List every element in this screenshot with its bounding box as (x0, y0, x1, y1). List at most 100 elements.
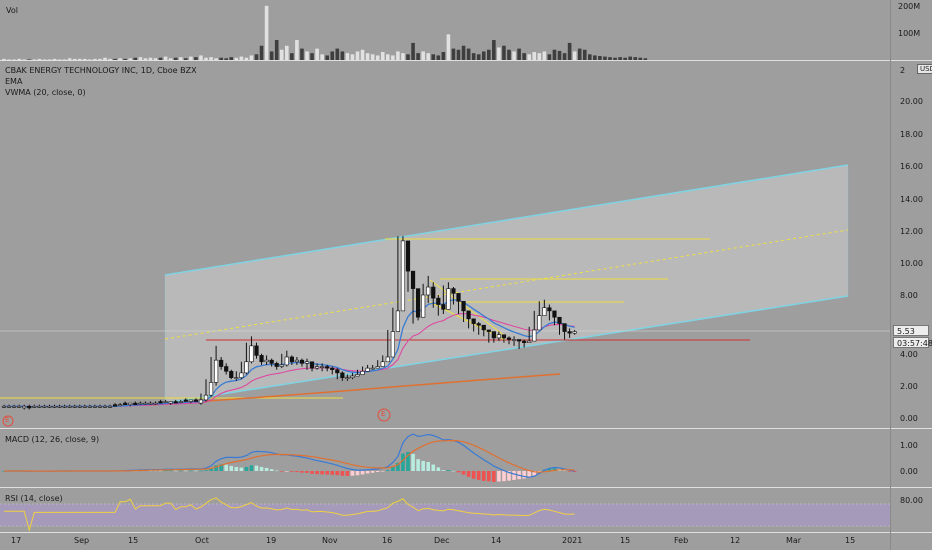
volume-bar (502, 45, 506, 60)
candle-up (188, 399, 193, 402)
vwma-legend[interactable]: VWMA (20, close, 0) (5, 88, 86, 97)
volume-bar (517, 48, 521, 60)
candle-up (380, 361, 385, 367)
price-channel (164, 164, 849, 404)
macd-histogram-bar (209, 468, 213, 471)
volume-bar (567, 42, 572, 60)
volume-bar (577, 48, 582, 60)
macd-histogram-bar (355, 471, 360, 476)
volume-bar (320, 54, 324, 60)
candle-up (62, 405, 67, 408)
volume-bar (204, 57, 208, 60)
macd-panel-bg (0, 429, 890, 487)
x-tick: Nov (322, 536, 338, 545)
vol-scale-100m: 100M (898, 29, 921, 38)
macd-histogram-bar (295, 471, 299, 473)
candle-down (173, 401, 178, 404)
candle-up (284, 356, 289, 366)
channel-lower (164, 295, 849, 404)
volume-bar (628, 56, 632, 60)
candle-up (1, 405, 7, 408)
candle-down (547, 307, 552, 312)
candle-down (269, 359, 274, 364)
candle-up (92, 405, 97, 408)
volume-bar (542, 51, 547, 60)
candle-up (294, 359, 300, 363)
candle-up (57, 405, 62, 408)
candle-down (299, 359, 305, 364)
candle-up (208, 382, 214, 396)
candle-up (32, 405, 37, 408)
volume-bar (184, 58, 188, 60)
volume-bar (290, 53, 294, 60)
volume-bar (330, 51, 335, 60)
volume-bar (123, 58, 127, 60)
volume-bar (239, 56, 244, 60)
volume-bar (32, 59, 37, 60)
candle-up (77, 405, 82, 408)
candle-down (289, 356, 294, 363)
macd-histogram-bar (527, 471, 531, 478)
ema-legend[interactable]: EMA (5, 77, 23, 86)
macd-legend[interactable]: MACD (12, 26, close, 9) (5, 435, 100, 444)
symbol-legend[interactable]: CBAK ENERGY TECHNOLOGY INC, 1D, Cboe BZX (5, 66, 197, 75)
candle-up (542, 307, 547, 316)
candle-up (390, 331, 395, 358)
rsi-legend[interactable]: RSI (14, close) (5, 494, 63, 503)
candle-up (426, 286, 431, 296)
candle-up (198, 399, 204, 404)
candle-down (471, 318, 476, 324)
candle-up (42, 405, 47, 408)
volume-bar (12, 59, 16, 60)
volume-bar (340, 51, 345, 60)
price-tick: 8.00 (900, 291, 918, 300)
volume-bar (27, 59, 32, 60)
rsi-indicator (0, 497, 890, 532)
volume-bar (47, 59, 52, 60)
volume-bar (365, 53, 370, 60)
volume-bar (386, 54, 390, 60)
macd-histogram-bar (335, 471, 340, 476)
earnings-marker-1[interactable] (2, 415, 14, 427)
volume-bar (562, 53, 567, 60)
rsi-line (4, 497, 575, 532)
currency-badge[interactable]: USD (917, 64, 932, 74)
volume-bar (199, 55, 203, 60)
macd-histogram-bar (214, 465, 218, 471)
macd-histogram-bar (512, 471, 516, 480)
macd-histogram-bar (173, 470, 178, 472)
volume-bar (370, 54, 375, 60)
candle-up (102, 405, 108, 408)
macd-histogram-bar (224, 464, 228, 471)
macd-histogram-bar (274, 470, 279, 472)
volume-bar (264, 5, 269, 61)
macd-histogram-bar (279, 471, 284, 472)
candle-up (537, 315, 542, 331)
volume-bar (244, 57, 249, 60)
volume-bar (57, 59, 62, 60)
vol-label: Vol (6, 6, 18, 15)
price-tick: 12.00 (900, 227, 923, 236)
volume-bar (481, 51, 486, 60)
candle-down (123, 402, 128, 405)
earnings-marker-2[interactable] (377, 408, 391, 422)
candle-down (340, 372, 345, 378)
macd-histogram-bar (406, 451, 410, 471)
macd-histogram-bar (163, 470, 168, 472)
volume-bar (512, 51, 516, 60)
price-tick: 4.00 (900, 350, 918, 359)
volume-bar (7, 59, 11, 60)
volume-bar (229, 57, 234, 60)
macd-histogram-bar (345, 471, 350, 476)
macd-histogram-bar (411, 453, 415, 471)
price-tick: 18.00 (900, 130, 923, 139)
candle-down (254, 345, 259, 356)
candle-up (97, 405, 103, 408)
volume-bar (234, 57, 239, 60)
volume-bar (456, 49, 461, 60)
price-tick: 2.00 (900, 382, 918, 391)
candle-up (47, 405, 52, 408)
candle-up (87, 405, 92, 408)
price-top-tick: 2 (900, 66, 906, 75)
